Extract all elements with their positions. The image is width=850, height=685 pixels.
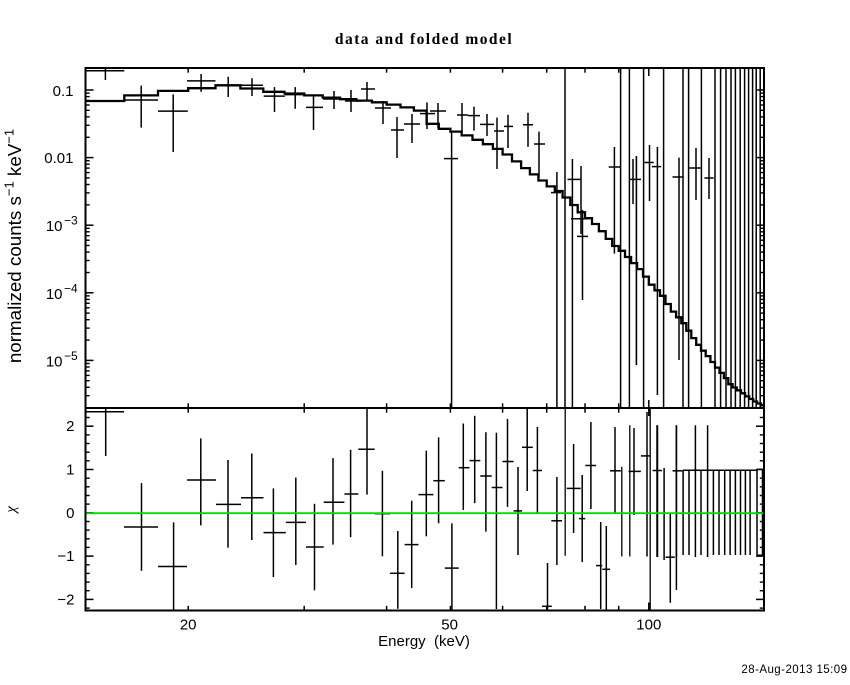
svg-text:1: 1 (66, 462, 74, 479)
svg-text:28-Aug-2013 15:09: 28-Aug-2013 15:09 (741, 664, 847, 676)
svg-text:10: 10 (46, 353, 63, 370)
svg-text:0.01: 0.01 (44, 150, 73, 167)
svg-text:χ: χ (4, 506, 20, 515)
svg-text:0: 0 (66, 505, 74, 522)
svg-text:−5: −5 (64, 349, 78, 363)
svg-text:100: 100 (636, 617, 661, 634)
svg-text:2: 2 (66, 418, 74, 435)
svg-text:20: 20 (180, 617, 197, 634)
svg-text:normalized counts s−1 keV−1: normalized counts s−1 keV−1 (2, 129, 26, 363)
svg-text:−1: −1 (57, 548, 74, 565)
svg-text:data and folded model: data and folded model (335, 31, 513, 48)
svg-text:−3: −3 (64, 214, 78, 228)
svg-text:−2: −2 (57, 591, 74, 608)
svg-text:10: 10 (46, 286, 63, 303)
svg-text:−4: −4 (64, 281, 78, 295)
svg-text:0.1: 0.1 (53, 83, 74, 100)
svg-text:10: 10 (46, 218, 63, 235)
svg-text:Energy (keV): Energy (keV) (378, 633, 470, 650)
svg-text:50: 50 (441, 617, 458, 634)
